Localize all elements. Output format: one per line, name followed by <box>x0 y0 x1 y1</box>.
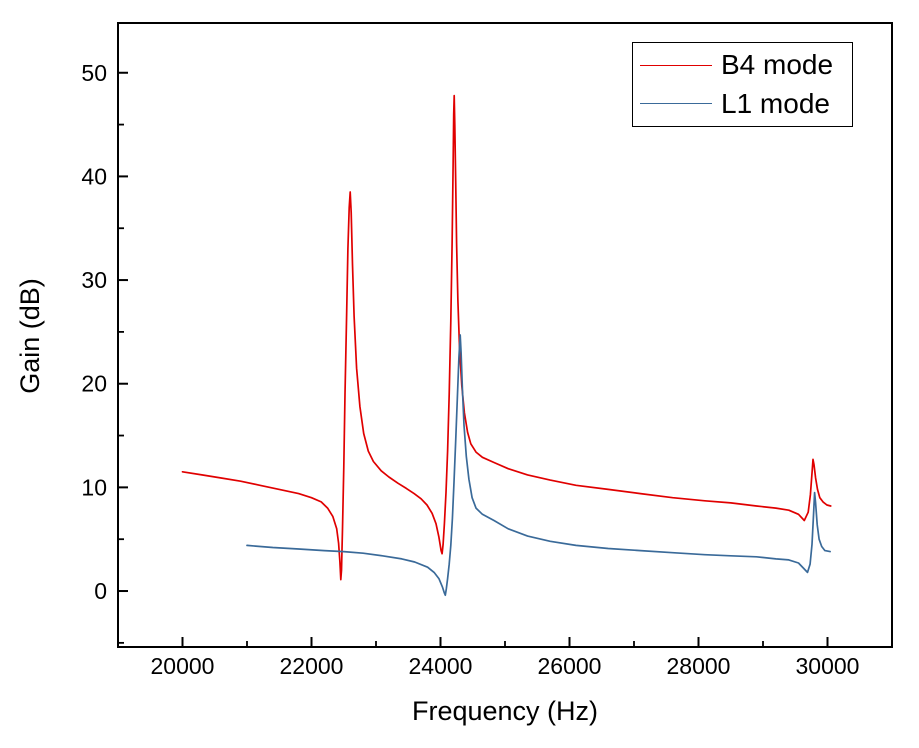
x-tick-label: 20000 <box>151 653 215 679</box>
legend-label-l1: L1 mode <box>721 87 830 119</box>
x-axis-title: Frequency (Hz) <box>411 696 599 726</box>
y-tick-label: 10 <box>81 474 107 500</box>
legend-line-sample-l1 <box>640 103 712 105</box>
y-tick-label: 20 <box>81 371 107 397</box>
series-line-l1-mode <box>246 334 831 597</box>
y-tick-label: 30 <box>81 267 107 293</box>
y-tick-label: 50 <box>81 60 107 86</box>
series-line-b4-mode <box>181 94 832 581</box>
legend-line-sample-b4 <box>640 64 712 66</box>
x-tick-label: 28000 <box>667 653 731 679</box>
plot-frame <box>117 22 893 648</box>
legend-item-b4-mode: B4 mode <box>633 48 852 82</box>
y-axis-title: Gain (dB) <box>15 278 45 394</box>
x-tick-label: 30000 <box>796 653 860 679</box>
legend-label-b4: B4 mode <box>721 49 834 81</box>
legend-item-l1-mode: L1 mode <box>633 87 852 121</box>
legend: B4 mode L1 mode <box>632 42 853 127</box>
y-tick-label: 0 <box>94 578 107 604</box>
y-tick-label: 40 <box>81 163 107 189</box>
x-tick-label: 26000 <box>538 653 602 679</box>
x-tick-label: 24000 <box>409 653 473 679</box>
x-tick-label: 22000 <box>280 653 344 679</box>
